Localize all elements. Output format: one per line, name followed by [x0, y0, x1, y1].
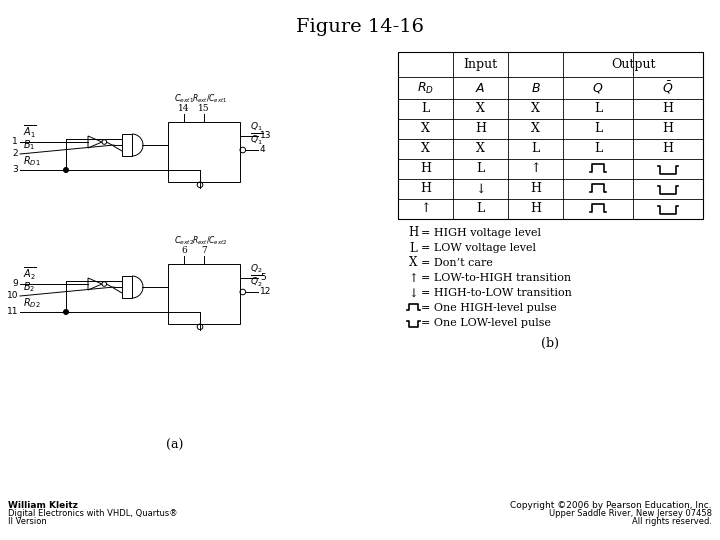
Text: L: L [531, 143, 539, 156]
Text: H: H [408, 226, 418, 240]
Text: $B$: $B$ [531, 82, 541, 94]
Text: $\overline{Q_2}$: $\overline{Q_2}$ [250, 274, 264, 289]
Text: $C_{ext1}$: $C_{ext1}$ [174, 92, 194, 105]
Text: = LOW-to-HIGH transition: = LOW-to-HIGH transition [421, 273, 571, 283]
Text: Upper Saddle River, New Jersey 07458: Upper Saddle River, New Jersey 07458 [549, 509, 712, 518]
Text: 4: 4 [260, 145, 266, 154]
Circle shape [63, 310, 68, 314]
Text: 2: 2 [12, 150, 18, 159]
Text: H: H [420, 163, 431, 176]
Text: X: X [531, 123, 540, 136]
Text: (a): (a) [166, 439, 184, 452]
Text: ↑: ↑ [530, 163, 541, 176]
Text: $\overline{Q_1}$: $\overline{Q_1}$ [250, 132, 264, 147]
Text: $Q_2$: $Q_2$ [250, 262, 263, 275]
Text: H: H [475, 123, 486, 136]
Text: 6: 6 [181, 246, 187, 255]
Text: $R_{ext}/C_{ext1}$: $R_{ext}/C_{ext1}$ [192, 92, 228, 105]
Text: 12: 12 [260, 287, 271, 296]
Text: H: H [662, 123, 673, 136]
Text: X: X [476, 103, 485, 116]
Text: X: X [421, 123, 430, 136]
Text: $R_{ext}/C_{ext2}$: $R_{ext}/C_{ext2}$ [192, 234, 228, 247]
Text: 9: 9 [12, 280, 18, 288]
Text: = One HIGH-level pulse: = One HIGH-level pulse [421, 303, 557, 313]
Text: Copyright ©2006 by Pearson Education, Inc.: Copyright ©2006 by Pearson Education, In… [510, 501, 712, 510]
Bar [398, 52, 703, 219]
Text: $C_{ext2}$: $C_{ext2}$ [174, 234, 194, 247]
Text: 5: 5 [260, 273, 266, 282]
Text: L: L [477, 163, 485, 176]
Text: L: L [594, 143, 602, 156]
Text: X: X [531, 103, 540, 116]
Text: X: X [409, 256, 417, 269]
Text: 7: 7 [201, 246, 207, 255]
Text: Input: Input [464, 58, 498, 71]
Text: H: H [530, 202, 541, 215]
Text: = LOW voltage level: = LOW voltage level [421, 243, 536, 253]
Text: $\overline{A_1}$: $\overline{A_1}$ [23, 124, 37, 140]
Text: L: L [409, 241, 417, 254]
Text: 10: 10 [6, 292, 18, 300]
Text: William Kleitz: William Kleitz [8, 501, 78, 510]
Text: ↓: ↓ [475, 183, 486, 195]
Text: ↑: ↑ [420, 202, 431, 215]
Text: 3: 3 [12, 165, 18, 174]
Text: H: H [662, 143, 673, 156]
Text: $R_{D1}$: $R_{D1}$ [23, 154, 40, 168]
Text: L: L [477, 202, 485, 215]
Text: $Q$: $Q$ [593, 81, 603, 95]
Text: H: H [420, 183, 431, 195]
Text: = Don’t care: = Don’t care [421, 258, 493, 268]
Text: 15: 15 [198, 104, 210, 113]
Text: L: L [421, 103, 430, 116]
Text: $\overline{A_2}$: $\overline{A_2}$ [23, 265, 37, 282]
Text: H: H [662, 103, 673, 116]
Text: X: X [476, 143, 485, 156]
Text: (b): (b) [541, 337, 559, 350]
Text: 14: 14 [179, 104, 190, 113]
Text: ↓: ↓ [408, 287, 418, 300]
Text: 11: 11 [6, 307, 18, 316]
Text: L: L [594, 103, 602, 116]
Text: H: H [530, 183, 541, 195]
Text: = HIGH voltage level: = HIGH voltage level [421, 228, 541, 238]
Circle shape [63, 168, 68, 172]
Text: 13: 13 [260, 132, 271, 140]
Text: $R_D$: $R_D$ [417, 80, 434, 96]
Text: = HIGH-to-LOW transition: = HIGH-to-LOW transition [421, 288, 572, 298]
Text: L: L [594, 123, 602, 136]
Text: $B_2$: $B_2$ [23, 280, 35, 294]
Text: 1: 1 [12, 138, 18, 146]
Text: $R_{D2}$: $R_{D2}$ [23, 296, 40, 310]
Text: All rights reserved.: All rights reserved. [632, 517, 712, 526]
Text: $Q_1$: $Q_1$ [250, 120, 263, 133]
Text: Figure 14-16: Figure 14-16 [296, 18, 424, 36]
Text: Output: Output [611, 58, 655, 71]
Text: X: X [421, 143, 430, 156]
Text: $A$: $A$ [475, 82, 486, 94]
Text: $B_1$: $B_1$ [23, 138, 35, 152]
Text: $\bar{Q}$: $\bar{Q}$ [662, 80, 674, 96]
Text: Digital Electronics with VHDL, Quartus®: Digital Electronics with VHDL, Quartus® [8, 509, 178, 518]
Text: ↑: ↑ [408, 272, 418, 285]
Text: II Version: II Version [8, 517, 47, 526]
Text: = One LOW-level pulse: = One LOW-level pulse [421, 318, 551, 328]
